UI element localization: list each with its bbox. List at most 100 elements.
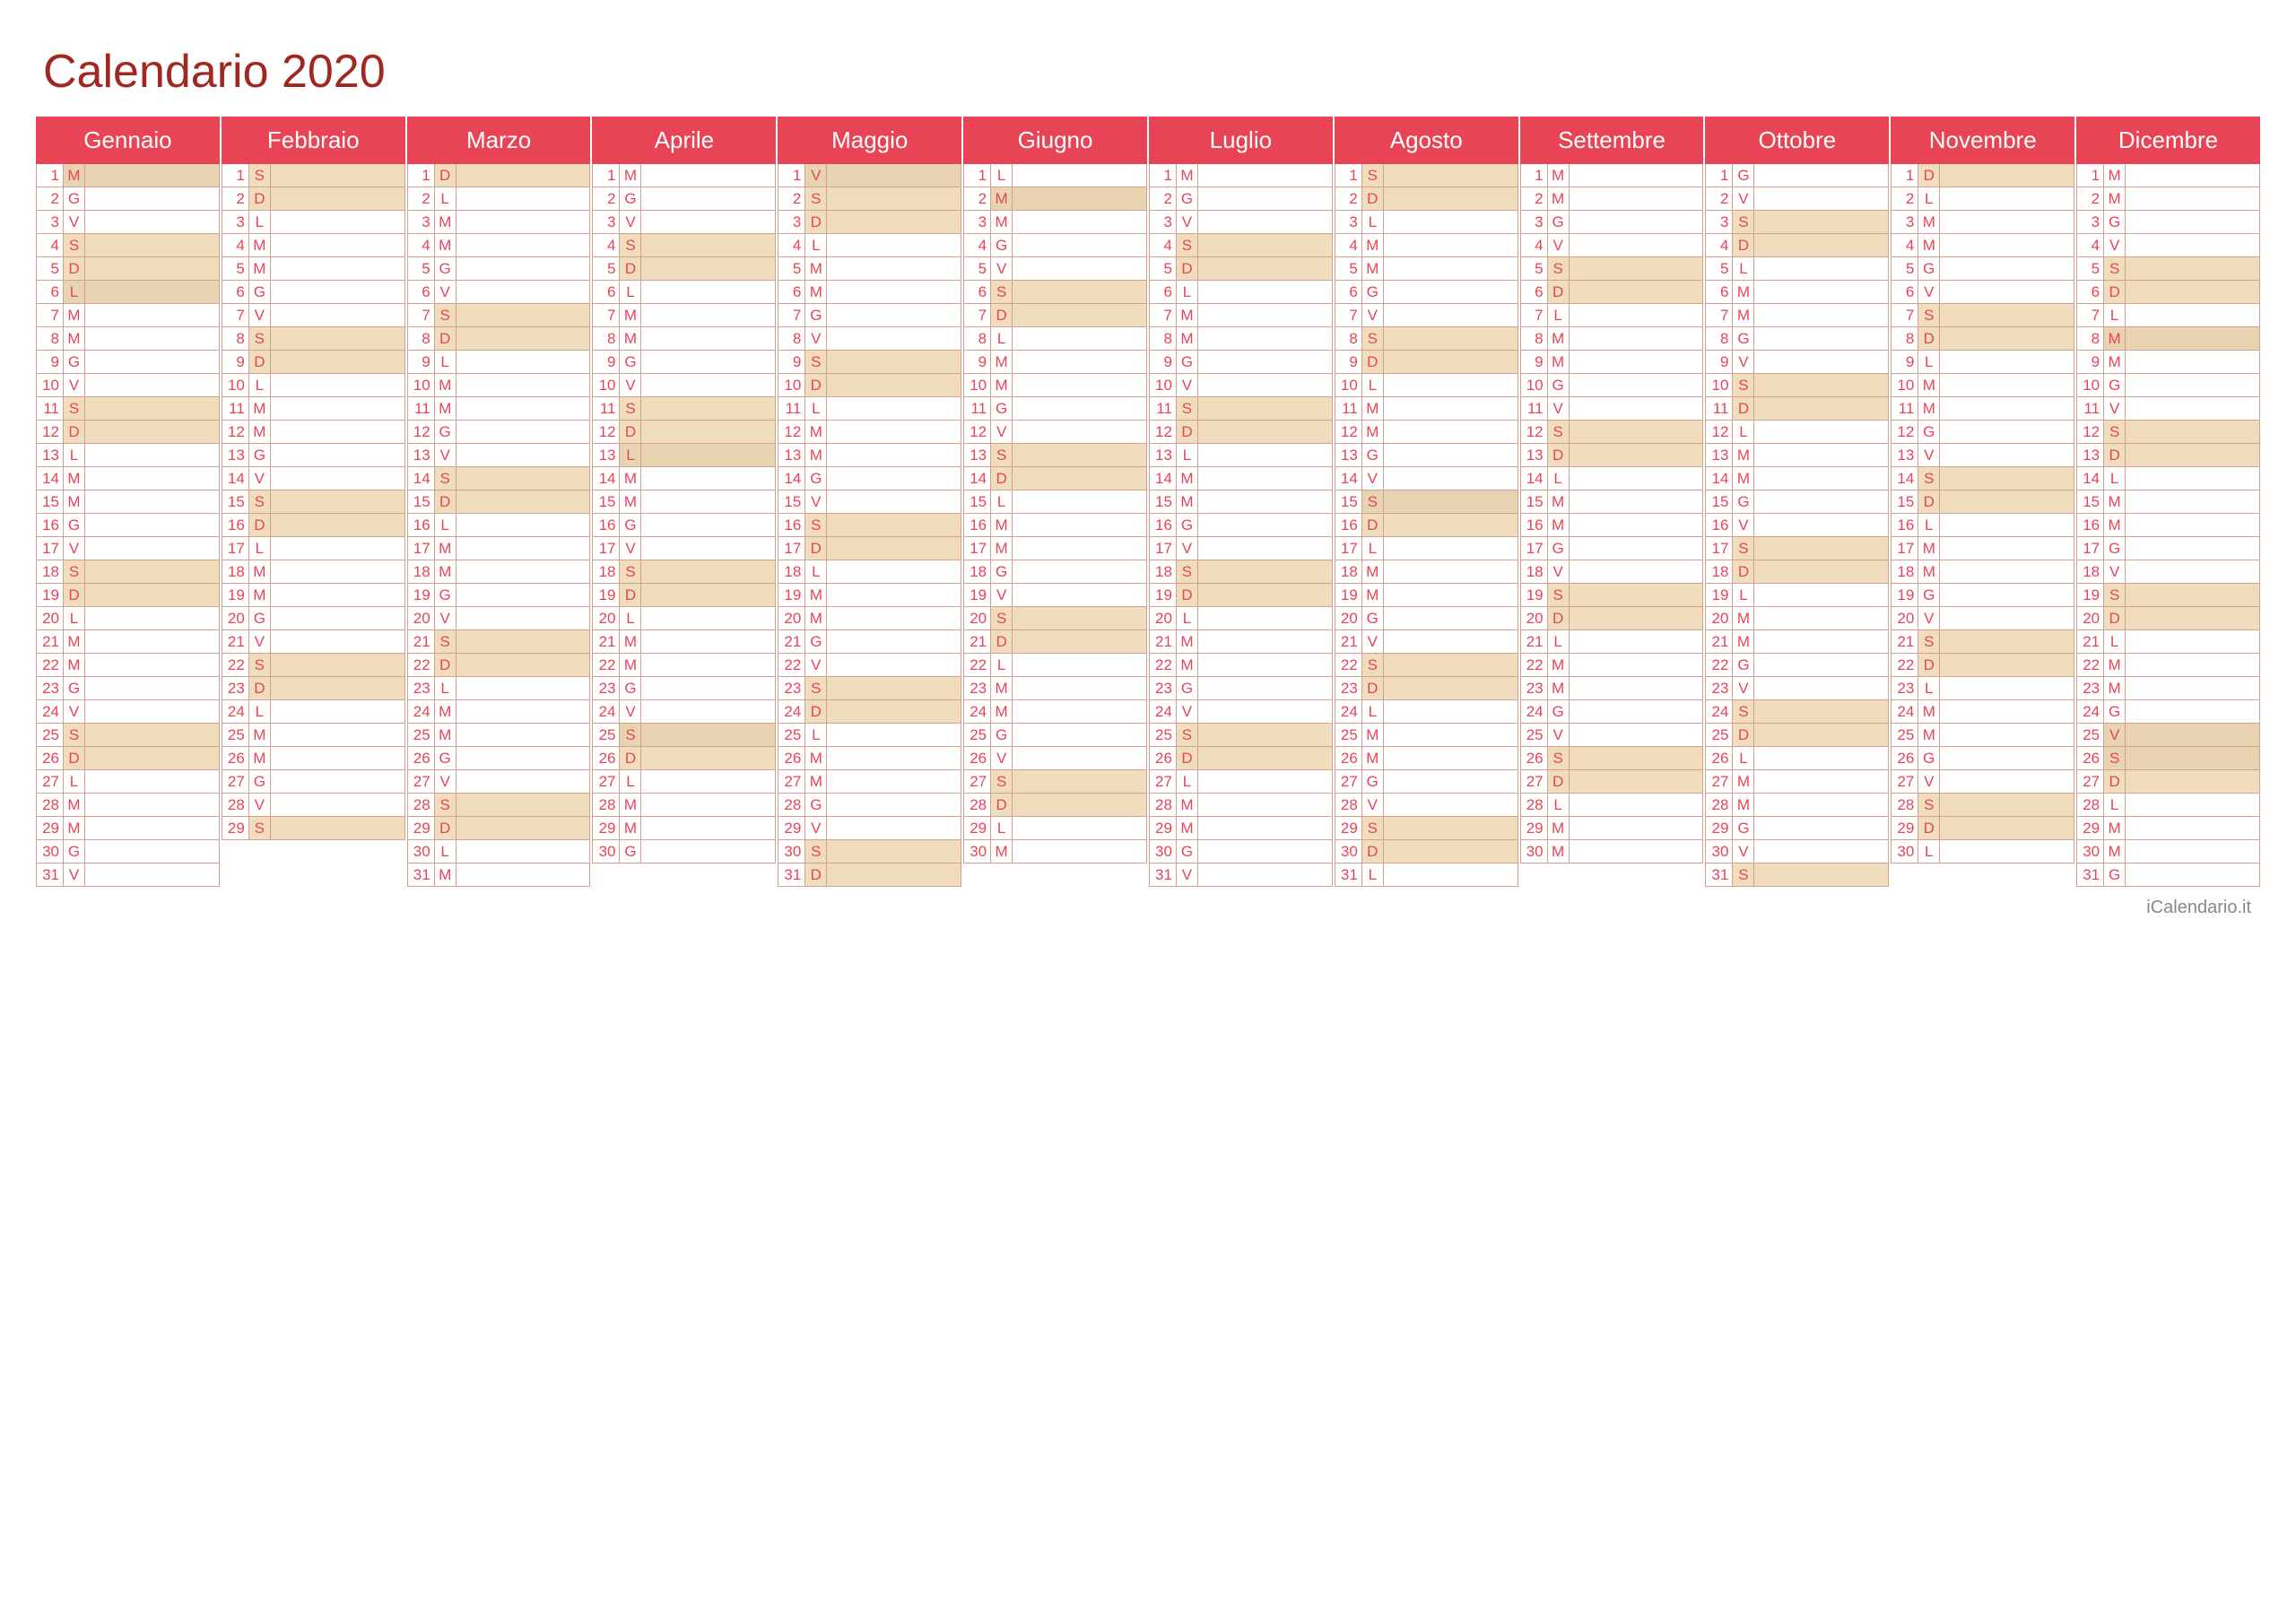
day-weekday: S bbox=[620, 560, 641, 583]
day-weekday: S bbox=[620, 724, 641, 746]
day-note-space bbox=[1198, 630, 1332, 653]
day-number: 9 bbox=[778, 351, 805, 373]
day-row: 6V bbox=[407, 281, 591, 304]
day-row: 22M bbox=[1149, 654, 1333, 677]
day-weekday: D bbox=[991, 467, 1013, 490]
day-row: 17G bbox=[2076, 537, 2260, 560]
month-header: Maggio bbox=[778, 117, 961, 164]
day-number: 18 bbox=[778, 560, 805, 583]
day-number: 12 bbox=[1335, 421, 1362, 443]
day-weekday: D bbox=[1362, 351, 1384, 373]
day-number: 5 bbox=[222, 257, 249, 280]
day-note-space bbox=[827, 607, 961, 629]
day-number: 6 bbox=[964, 281, 991, 303]
day-row: 30M bbox=[1520, 840, 1704, 864]
day-row: 4M bbox=[222, 234, 405, 257]
day-number: 14 bbox=[964, 467, 991, 490]
day-weekday: D bbox=[1918, 490, 1940, 513]
day-weekday: G bbox=[1548, 537, 1570, 560]
day-weekday: S bbox=[805, 187, 827, 210]
day-number: 23 bbox=[1892, 677, 1918, 699]
day-row: 11M bbox=[1335, 397, 1518, 421]
day-row: 10D bbox=[778, 374, 961, 397]
day-weekday: V bbox=[435, 607, 457, 629]
day-note-space bbox=[85, 537, 219, 560]
day-number: 15 bbox=[408, 490, 435, 513]
day-number: 19 bbox=[408, 584, 435, 606]
day-row: 29D bbox=[407, 817, 591, 840]
day-number: 10 bbox=[1335, 374, 1362, 396]
day-weekday: L bbox=[1918, 187, 1940, 210]
day-row: 6S bbox=[963, 281, 1147, 304]
day-note-space bbox=[1754, 794, 1888, 816]
day-number: 1 bbox=[593, 164, 620, 187]
day-row: 29M bbox=[1520, 817, 1704, 840]
day-note-space bbox=[641, 374, 775, 396]
day-note-space bbox=[1754, 281, 1888, 303]
day-number: 7 bbox=[778, 304, 805, 326]
day-row: 9M bbox=[1520, 351, 1704, 374]
day-row: 7S bbox=[1891, 304, 2074, 327]
day-note-space bbox=[1754, 607, 1888, 629]
day-number: 22 bbox=[1706, 654, 1733, 676]
day-note-space bbox=[827, 864, 961, 886]
day-weekday: M bbox=[249, 397, 271, 420]
day-row: 13V bbox=[1891, 444, 2074, 467]
day-number: 31 bbox=[778, 864, 805, 886]
day-number: 9 bbox=[1335, 351, 1362, 373]
day-row: 10M bbox=[963, 374, 1147, 397]
day-note-space bbox=[1198, 257, 1332, 280]
day-weekday: M bbox=[805, 421, 827, 443]
day-note-space bbox=[1198, 817, 1332, 839]
day-number: 10 bbox=[2077, 374, 2104, 396]
day-note-space bbox=[641, 607, 775, 629]
day-note-space bbox=[827, 327, 961, 350]
day-note-space bbox=[457, 654, 590, 676]
day-note-space bbox=[1940, 327, 2074, 350]
day-row: 23M bbox=[2076, 677, 2260, 700]
day-row: 5D bbox=[1149, 257, 1333, 281]
day-weekday: V bbox=[1918, 281, 1940, 303]
day-row: 26S bbox=[1520, 747, 1704, 770]
day-weekday: M bbox=[1177, 817, 1198, 839]
day-weekday: V bbox=[1733, 677, 1754, 699]
day-row: 27D bbox=[2076, 770, 2260, 794]
day-number: 2 bbox=[1521, 187, 1548, 210]
day-weekday: M bbox=[64, 630, 85, 653]
day-number: 24 bbox=[408, 700, 435, 723]
day-note-space bbox=[271, 164, 404, 187]
day-row: 17S bbox=[1705, 537, 1889, 560]
day-weekday: L bbox=[1918, 840, 1940, 863]
day-number: 7 bbox=[222, 304, 249, 326]
day-number: 17 bbox=[1892, 537, 1918, 560]
day-number: 25 bbox=[964, 724, 991, 746]
day-row: 4G bbox=[963, 234, 1147, 257]
day-weekday: G bbox=[435, 584, 457, 606]
day-row: 24M bbox=[407, 700, 591, 724]
day-row: 16M bbox=[2076, 514, 2260, 537]
day-weekday: D bbox=[805, 700, 827, 723]
day-number: 30 bbox=[37, 840, 64, 863]
day-row: 5D bbox=[36, 257, 220, 281]
day-weekday: V bbox=[1177, 700, 1198, 723]
day-weekday: G bbox=[64, 514, 85, 536]
day-note-space bbox=[1940, 654, 2074, 676]
day-weekday: G bbox=[249, 770, 271, 793]
day-weekday: M bbox=[435, 724, 457, 746]
day-row: 24V bbox=[1149, 700, 1333, 724]
day-note-space bbox=[1013, 257, 1146, 280]
day-row: 13L bbox=[36, 444, 220, 467]
month-column: Marzo1D2L3M4M5G6V7S8D9L10M11M12G13V14S15… bbox=[407, 117, 591, 887]
day-note-space bbox=[1198, 724, 1332, 746]
day-weekday: D bbox=[1362, 514, 1384, 536]
day-weekday: M bbox=[1918, 560, 1940, 583]
day-weekday: M bbox=[805, 584, 827, 606]
day-number: 29 bbox=[593, 817, 620, 839]
day-weekday: M bbox=[1733, 281, 1754, 303]
day-note-space bbox=[2126, 514, 2259, 536]
day-note-space bbox=[271, 304, 404, 326]
day-number: 13 bbox=[2077, 444, 2104, 466]
day-note-space bbox=[1013, 817, 1146, 839]
day-weekday: M bbox=[1548, 677, 1570, 699]
day-row: 8S bbox=[222, 327, 405, 351]
